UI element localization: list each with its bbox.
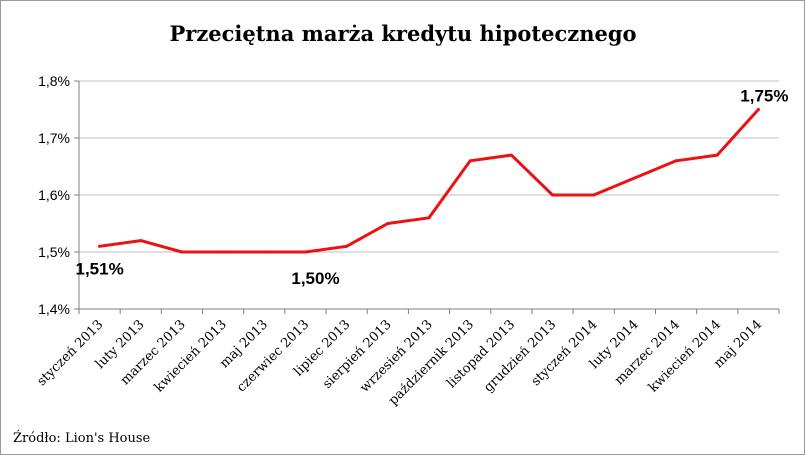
y-axis-ticks: 1,4% 1,5% 1,6% 1,7% 1,8% [38,73,70,317]
data-point [509,153,513,157]
x-tick-label: kwiecień 2014 [646,317,724,395]
source-note: Źródło: Lion's House [13,430,151,446]
x-tick-label: kwiecień 2013 [152,317,230,395]
chart-title: Przeciętna marża kredytu hipotecznego [169,21,636,46]
data-label: 1,51% [75,259,123,278]
y-tick-label: 1,5% [38,244,70,260]
data-labels: 1,51% 1,50% 1,75% [75,87,788,289]
gridlines [79,80,779,253]
axes [74,80,780,314]
data-point [386,222,390,225]
data-point [551,193,555,197]
data-point [674,159,678,163]
data-point [633,176,637,180]
y-tick-label: 1,7% [38,130,70,146]
data-point [756,108,760,111]
data-point [303,250,307,254]
series-line [98,108,760,254]
data-point [345,244,349,248]
series-group [98,108,760,254]
y-tick-label: 1,8% [38,73,70,89]
data-point [139,239,143,243]
data-label: 1,50% [291,269,339,288]
data-point [98,244,102,248]
data-point [180,250,184,254]
data-point [592,193,596,197]
x-tick-label: styczeń 2013 [35,317,107,389]
data-point [221,250,225,254]
data-label: 1,75% [740,87,788,106]
data-point [715,153,719,157]
x-tick-label: wrzesień 2013 [357,317,435,395]
x-tick-label: grudzień 2013 [481,317,559,395]
data-point [468,159,472,163]
x-tick-label: czerwiec 2013 [234,317,312,395]
data-point [427,216,431,220]
y-tick-label: 1,6% [38,187,70,203]
y-tick-label: 1,4% [38,301,70,317]
data-point [262,250,266,254]
